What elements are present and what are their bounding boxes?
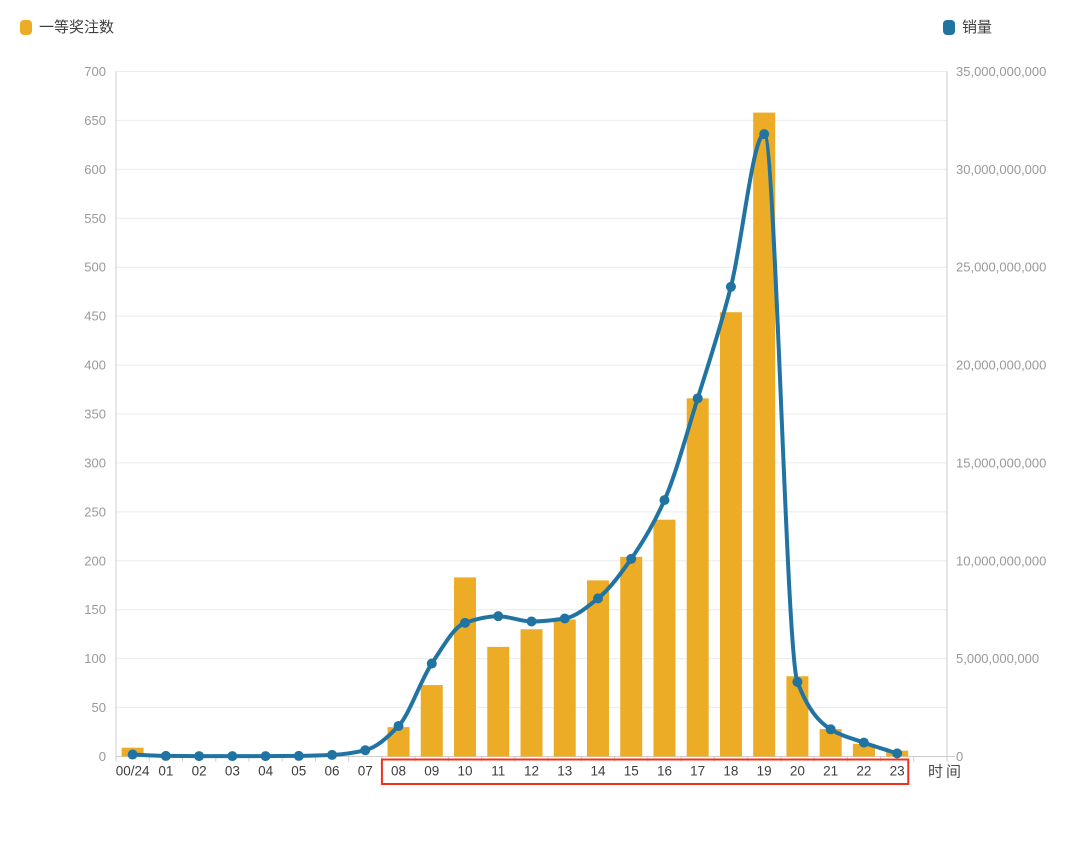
line-point[interactable] [293,750,304,761]
bar[interactable] [553,619,576,757]
right-axis-label: 35,000,000,000 [956,64,1046,79]
x-axis-label: 20 [790,764,805,779]
x-axis-label: 17 [690,764,705,779]
left-axis-label: 500 [84,260,106,275]
x-axis-label: 05 [291,764,306,779]
line-point[interactable] [692,393,703,404]
line-point[interactable] [127,749,138,760]
line-point[interactable] [260,751,271,762]
left-axis-label: 250 [84,504,106,519]
x-axis-label: 14 [590,764,606,779]
legend-item-bar-series[interactable]: 一等奖注数 [20,20,114,35]
bar[interactable] [753,112,776,757]
legend-item-line-series[interactable]: 销量 [943,20,992,35]
x-axis-label: 18 [723,764,738,779]
x-axis-label: 08 [391,764,406,779]
right-axis-label: 25,000,000,000 [956,260,1046,275]
x-axis-label: 01 [158,764,173,779]
left-axis-label: 300 [84,455,106,470]
line-point[interactable] [792,676,803,687]
x-axis-name: 时间 [928,764,964,781]
bar[interactable] [520,629,543,757]
left-axis-label: 650 [84,113,106,128]
line-series-label: 销量 [962,19,993,36]
line-point[interactable] [160,750,171,761]
x-axis-label: 12 [524,764,539,779]
line-point[interactable] [759,129,770,140]
left-axis-label: 350 [84,407,106,422]
line-point[interactable] [825,724,836,735]
left-axis-label: 100 [84,651,106,666]
line-point[interactable] [526,616,537,627]
line-point[interactable] [626,553,637,564]
bar-series-swatch-icon [20,20,32,35]
x-axis-label: 03 [225,764,240,779]
line-point[interactable] [360,745,371,756]
x-axis-label: 10 [458,764,473,779]
bar-series-label: 一等奖注数 [39,19,115,36]
left-axis-label: 200 [84,553,106,568]
x-axis-label: 21 [823,764,838,779]
bar[interactable] [819,729,842,757]
line-point[interactable] [194,751,205,762]
x-axis-label: 06 [325,764,340,779]
x-axis-label: 19 [757,764,772,779]
right-axis-label: 10,000,000,000 [956,553,1046,568]
bar[interactable] [620,556,643,757]
left-axis-label: 600 [84,162,106,177]
line-series-swatch-icon [943,20,955,35]
bar[interactable] [686,398,709,757]
x-axis-label: 09 [424,764,439,779]
line-point[interactable] [227,751,238,762]
line-point[interactable] [659,495,670,506]
right-axis-label: 15,000,000,000 [956,455,1046,470]
sales-line [130,132,900,759]
left-axis-label: 450 [84,309,106,324]
highlight-box [380,758,910,785]
right-axis-label: 5,000,000,000 [956,651,1039,666]
bar[interactable] [420,685,443,757]
bar[interactable] [586,580,609,757]
bar[interactable] [387,727,410,757]
x-axis-label: 04 [258,764,274,779]
x-axis-label: 02 [192,764,207,779]
line-point[interactable] [559,613,570,624]
left-axis-label: 700 [84,64,106,79]
x-axis-label: 23 [890,764,905,779]
left-axis-label: 0 [99,749,106,764]
bar[interactable] [487,646,510,757]
line-point[interactable] [393,720,404,731]
x-axis-label: 13 [557,764,572,779]
right-axis-label: 30,000,000,000 [956,162,1046,177]
x-axis-label: 15 [624,764,639,779]
x-axis-label: 16 [657,764,672,779]
left-axis-label: 50 [92,700,106,715]
right-axis-label: 20,000,000,000 [956,358,1046,373]
bar[interactable] [852,743,875,757]
x-axis-label: 07 [358,764,373,779]
line-point[interactable] [327,749,338,760]
line-point[interactable] [592,593,603,604]
bar[interactable] [786,676,809,757]
x-axis-label: 22 [856,764,871,779]
left-axis-label: 400 [84,358,106,373]
bar[interactable] [454,577,477,757]
x-axis-label: 11 [491,764,505,779]
bar[interactable] [653,519,676,757]
line-point[interactable] [858,737,869,748]
left-axis-label: 550 [84,211,106,226]
line-point[interactable] [426,658,437,669]
line-point[interactable] [892,748,903,759]
right-axis-label: 0 [956,749,963,764]
bar[interactable] [719,312,742,757]
line-point[interactable] [725,281,736,292]
left-axis-label: 150 [84,602,106,617]
line-point[interactable] [460,617,471,628]
line-point[interactable] [493,611,504,622]
x-axis-label: 00/24 [116,764,150,779]
